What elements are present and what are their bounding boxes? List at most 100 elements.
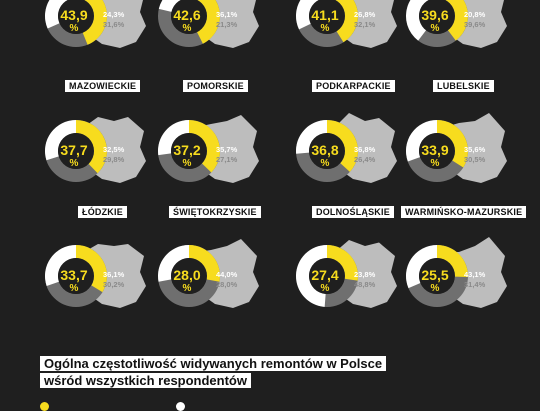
donut-hole	[58, 0, 94, 34]
donut-center-value: 41,1	[311, 7, 338, 23]
donut-slice-white	[158, 245, 189, 282]
donut-center-value: 33,9	[421, 142, 448, 158]
donut-hole	[309, 0, 345, 34]
region-chart-4: 39,6%20,8%39,6%	[406, 0, 507, 48]
side-value-primary: 20,8%	[464, 10, 486, 19]
donut-slice-white	[406, 120, 437, 162]
donut-slice-white	[158, 120, 189, 156]
region-chart-3: 41,1% 26,8%32,1%	[296, 0, 397, 48]
side-value-primary: 36,8%	[354, 145, 376, 154]
donut-center-unit: %	[431, 283, 440, 294]
donut-slice-white	[296, 120, 327, 154]
donut-slice-yellow	[437, 245, 468, 277]
donut-slice-white	[296, 245, 327, 307]
donut-center-value: 36,8	[311, 142, 338, 158]
side-value-secondary: 27,1%	[216, 155, 238, 164]
donut-slice-white	[45, 120, 76, 161]
region-chart-1: 43,9% 24,3%31,6%	[45, 0, 146, 48]
side-value-primary: 44,0%	[216, 270, 238, 279]
side-value-secondary: 30,5%	[464, 155, 486, 164]
donut-slice-yellow	[327, 120, 358, 172]
region-chart-7: 36,8%36,8%26,4%	[296, 113, 397, 183]
donut-center-unit: %	[431, 23, 440, 34]
region-label: PODKARPACKIE	[312, 80, 395, 92]
donut-slice-yellow	[437, 120, 468, 168]
region-label: WARMIŃSKO-MAZURSKIE	[401, 206, 527, 218]
region-chart-9: 33,7% 36,1%30,2%	[44, 244, 146, 308]
region-chart-6: 37,2% 35,7%27,1%	[158, 115, 259, 183]
donut-center-unit: %	[70, 23, 79, 34]
donut-slice-white	[296, 0, 319, 30]
side-value-primary: 26,8%	[354, 10, 376, 19]
donut-hole	[58, 258, 94, 294]
side-value-primary: 43,1%	[464, 270, 486, 279]
region-label: LUBELSKIE	[433, 80, 494, 92]
donut-center-unit: %	[70, 283, 79, 294]
side-value-primary: 35,6%	[464, 145, 486, 154]
region-chart-8: 33,9% 35,6%30,5%	[406, 113, 507, 183]
region-chart-12: 25,5% 43,1%31,4%	[405, 237, 507, 308]
region-chart-5: 37,7% 32,5%29,8%	[45, 117, 146, 183]
donut-slice-yellow	[197, 0, 220, 44]
side-value-secondary: 28,0%	[216, 280, 238, 289]
side-value-secondary: 32,1%	[354, 20, 376, 29]
region-chart-10: 28,0%44,0%28,0%	[158, 239, 259, 308]
donut-center-value: 43,9	[60, 7, 87, 23]
donut-center-unit: %	[321, 283, 330, 294]
side-value-primary: 32,5%	[103, 145, 125, 154]
footer-title-text: Ogólna częstotliwość widywanych remontów…	[40, 356, 387, 388]
side-value-secondary: 48,8%	[354, 280, 376, 289]
side-value-secondary: 31,4%	[464, 280, 486, 289]
donut-center-value: 37,2	[173, 142, 200, 158]
donut-slice-yellow	[445, 0, 468, 41]
donut-center-unit: %	[183, 23, 192, 34]
donut-hole	[419, 258, 455, 294]
donut-slice-yellow	[82, 0, 107, 45]
donut-hole	[58, 133, 94, 169]
donut-center-unit: %	[431, 158, 440, 169]
donut-hole	[171, 133, 207, 169]
region-label: ŚWIĘTOKRZYSKIE	[169, 206, 261, 218]
donut-center-unit: %	[321, 23, 330, 34]
donut-slice-white	[406, 0, 429, 41]
donut-center-unit: %	[70, 158, 79, 169]
donut-slice-yellow	[76, 120, 107, 174]
donut-center-value: 25,5	[421, 267, 448, 283]
donut-hole	[171, 0, 207, 34]
region-label: POMORSKIE	[183, 80, 248, 92]
donut-slice-yellow	[189, 245, 220, 282]
side-value-secondary: 29,8%	[103, 155, 125, 164]
donut-center-unit: %	[183, 158, 192, 169]
region-chart-11: 27,4% 23,8%48,8%	[296, 240, 397, 308]
donut-center-value: 39,6	[421, 7, 448, 23]
side-value-primary: 36,1%	[216, 10, 238, 19]
donut-hole	[419, 133, 455, 169]
side-value-secondary: 26,4%	[354, 155, 376, 164]
side-value-primary: 24,3%	[103, 10, 125, 19]
donut-center-value: 28,0	[173, 267, 200, 283]
region-chart-2: 42,6% 36,1%21,3%	[158, 0, 259, 48]
donut-slice-yellow	[335, 0, 358, 43]
region-label: ŁÓDZKIE	[78, 206, 127, 218]
side-value-secondary: 30,2%	[103, 280, 125, 289]
donut-hole	[171, 258, 207, 294]
donut-center-value: 37,7	[60, 142, 87, 158]
donut-slice-white	[45, 0, 68, 29]
donut-hole	[309, 258, 345, 294]
side-value-primary: 35,7%	[216, 145, 238, 154]
side-value-secondary: 21,3%	[216, 20, 238, 29]
donut-slice-yellow	[327, 245, 358, 281]
side-value-primary: 36,1%	[103, 270, 125, 279]
donut-slice-yellow	[189, 120, 220, 173]
donut-hole	[309, 133, 345, 169]
region-label: MAZOWIECKIE	[65, 80, 141, 92]
side-value-primary: 23,8%	[354, 270, 376, 279]
donut-center-value: 27,4	[311, 267, 338, 283]
side-value-secondary: 39,6%	[464, 20, 486, 29]
donut-hole	[419, 0, 455, 34]
donut-center-unit: %	[183, 283, 192, 294]
side-value-secondary: 31,6%	[103, 20, 125, 29]
donut-center-value: 42,6	[173, 7, 200, 23]
footer-title: Ogólna częstotliwość widywanych remontów…	[40, 355, 420, 389]
